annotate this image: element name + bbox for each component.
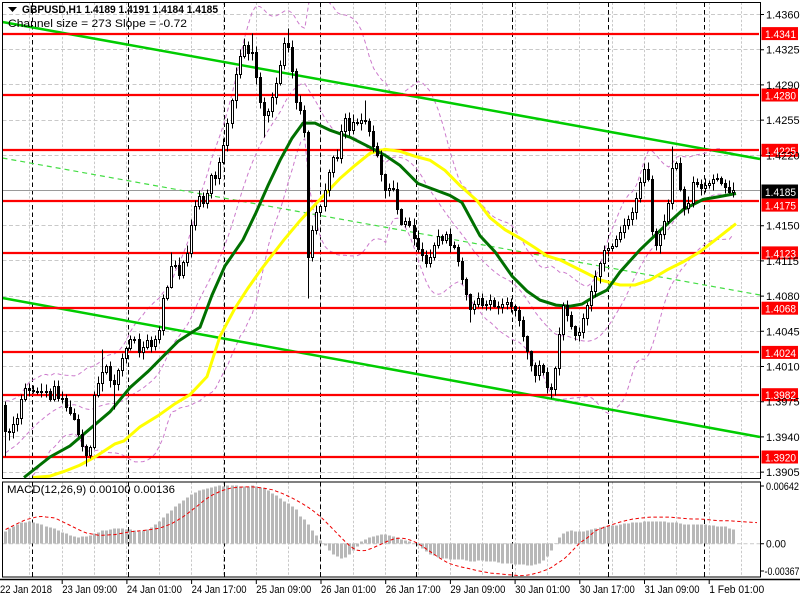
svg-text:1.3940: 1.3940 <box>766 432 800 444</box>
svg-text:Channel size = 273 Slope = -0.: Channel size = 273 Slope = -0.72 <box>8 18 187 30</box>
svg-text:0.00: 0.00 <box>766 539 786 551</box>
svg-text:1.4045: 1.4045 <box>766 326 800 338</box>
svg-text:1.4280: 1.4280 <box>765 91 796 103</box>
svg-text:1.4225: 1.4225 <box>765 146 796 158</box>
svg-text:31 Jan 09:00: 31 Jan 09:00 <box>645 584 700 596</box>
svg-text:30 Jan 17:00: 30 Jan 17:00 <box>580 584 635 596</box>
svg-text:1.4010: 1.4010 <box>766 362 800 374</box>
svg-text:GBPUSD,H1 1.4189 1.4191 1.418: GBPUSD,H1 1.4189 1.4191 1.4184 1.4185 <box>22 4 218 16</box>
svg-text:23 Jan 09:00: 23 Jan 09:00 <box>62 584 117 596</box>
svg-text:1.4290: 1.4290 <box>766 80 800 92</box>
svg-text:1.3975: 1.3975 <box>766 397 800 409</box>
svg-text:1.4123: 1.4123 <box>765 248 796 260</box>
svg-text:1.4185: 1.4185 <box>765 187 796 199</box>
svg-text:1.3905: 1.3905 <box>766 467 800 479</box>
svg-text:26 Jan 01:00: 26 Jan 01:00 <box>321 584 376 596</box>
svg-text:1 Feb 01:00: 1 Feb 01:00 <box>709 584 764 596</box>
svg-text:24 Jan 17:00: 24 Jan 17:00 <box>192 584 247 596</box>
svg-text:1.4024: 1.4024 <box>765 348 796 360</box>
svg-text:22 Jan 2018: 22 Jan 2018 <box>0 584 52 596</box>
svg-text:1.4080: 1.4080 <box>766 291 800 303</box>
svg-text:26 Jan 17:00: 26 Jan 17:00 <box>386 584 441 596</box>
svg-text:MACD(12,26,9) 0.00100 0.00136: MACD(12,26,9) 0.00100 0.00136 <box>7 484 175 496</box>
svg-text:1.4150: 1.4150 <box>766 221 800 233</box>
svg-text:25 Jan 09:00: 25 Jan 09:00 <box>256 584 311 596</box>
svg-text:1.4341: 1.4341 <box>765 29 796 41</box>
svg-text:1.4325: 1.4325 <box>766 45 800 57</box>
svg-text:29 Jan 09:00: 29 Jan 09:00 <box>450 584 505 596</box>
svg-text:1.4360: 1.4360 <box>766 10 800 22</box>
svg-text:1.4175: 1.4175 <box>765 201 796 213</box>
svg-text:24 Jan 01:00: 24 Jan 01:00 <box>127 584 182 596</box>
svg-text:1.3982: 1.3982 <box>765 390 796 402</box>
svg-text:1.4068: 1.4068 <box>765 304 796 316</box>
svg-text:1.3920: 1.3920 <box>765 453 796 465</box>
svg-text:1.4255: 1.4255 <box>766 115 800 127</box>
svg-text:-0.00367: -0.00367 <box>765 566 800 578</box>
svg-text:1.4115: 1.4115 <box>766 256 799 268</box>
svg-text:0.00642: 0.00642 <box>766 481 799 493</box>
svg-text:1.4220: 1.4220 <box>766 150 800 162</box>
svg-text:30 Jan 01:00: 30 Jan 01:00 <box>515 584 570 596</box>
